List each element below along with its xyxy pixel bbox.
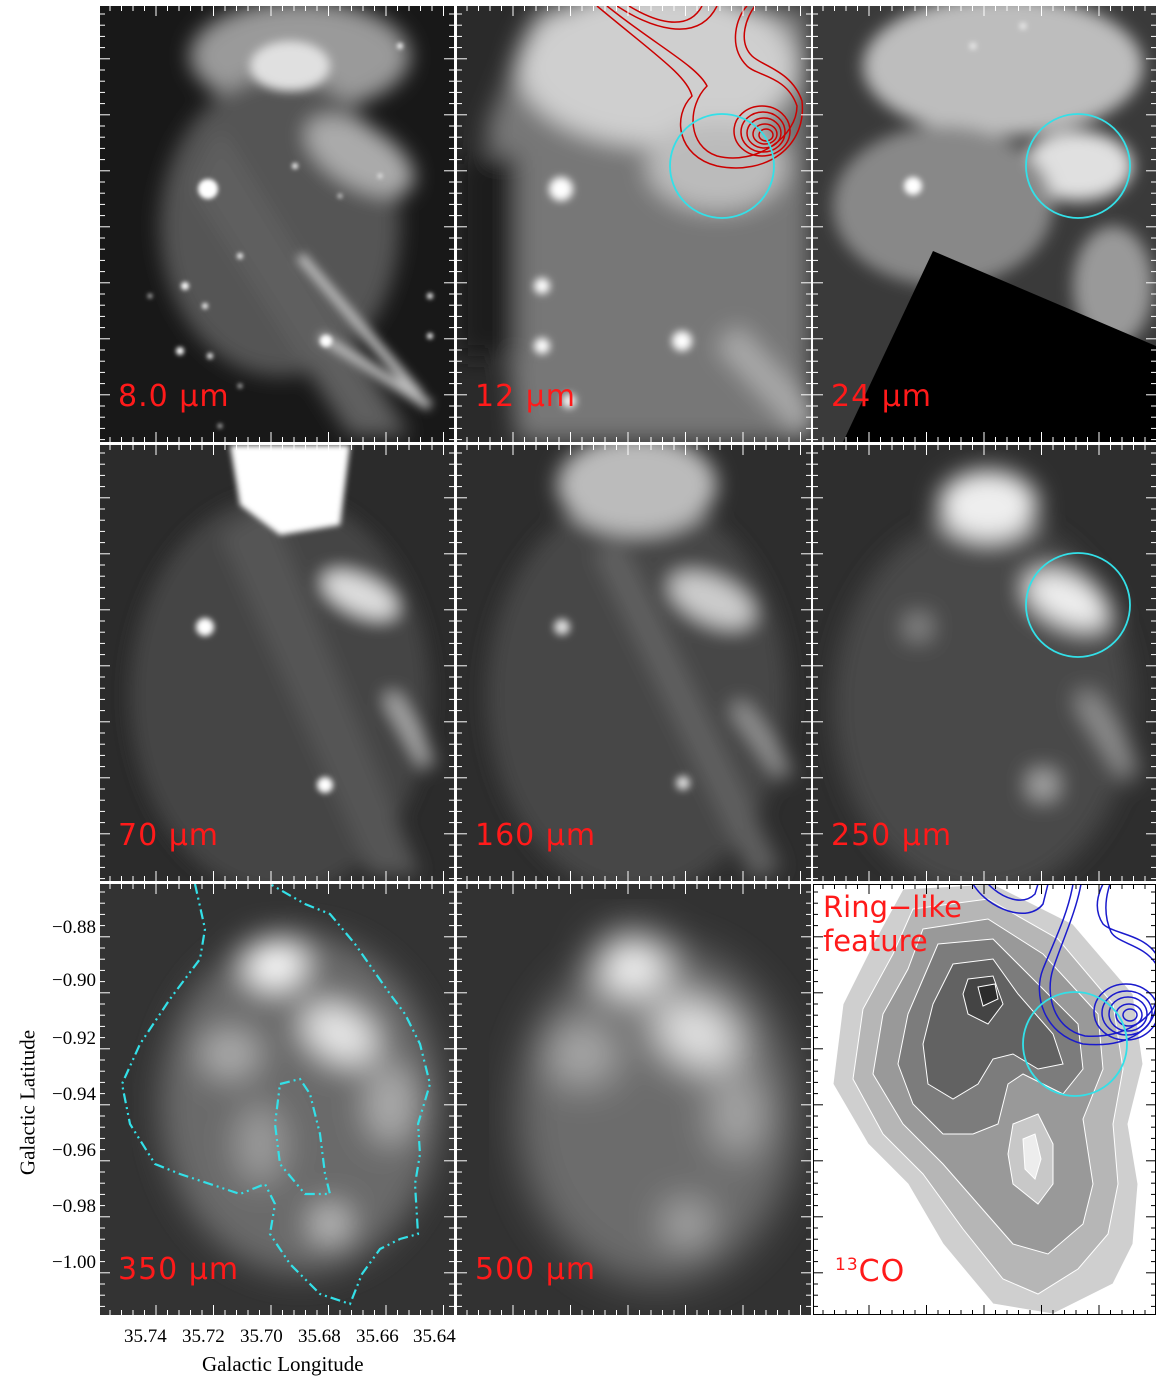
- y-tick-label: −0.90: [52, 970, 96, 991]
- panel-label-250um: 250 μm: [831, 818, 953, 853]
- panel-label-8um: 8.0 μm: [118, 379, 230, 414]
- panel-250um: 250 μm: [813, 445, 1156, 881]
- panel-label-12um: 12 μm: [475, 379, 577, 414]
- note-line-1: Ring−like: [823, 890, 963, 924]
- x-tick-label: 35.64: [413, 1326, 456, 1347]
- y-tick-label: −0.88: [52, 917, 96, 938]
- panel-70um: 70 μm: [100, 445, 454, 881]
- panel-label-70um: 70 μm: [118, 818, 220, 853]
- panel-label-500um: 500 μm: [475, 1252, 597, 1287]
- image-24um: [813, 6, 1156, 442]
- x-tick-label: 35.70: [240, 1326, 283, 1347]
- image-500um: [457, 884, 811, 1315]
- image-350um: [100, 884, 454, 1315]
- image-12um: [457, 6, 811, 442]
- red-contours: [596, 6, 804, 169]
- label-superscript: 13: [835, 1255, 859, 1275]
- label-main: CO: [858, 1254, 906, 1289]
- image-70um: [100, 445, 454, 881]
- image-8um: [100, 6, 454, 442]
- panel-8um: 8.0 μm: [100, 6, 454, 442]
- panel-24um: 24 μm: [813, 6, 1156, 442]
- panel-350um: 350 μm: [100, 884, 454, 1315]
- panel-12um: 12 μm: [457, 6, 811, 442]
- y-tick-label: −0.96: [52, 1140, 96, 1161]
- x-tick-label: 35.68: [298, 1326, 341, 1347]
- y-tick-label: −0.92: [52, 1028, 96, 1049]
- region-circle: [669, 113, 775, 219]
- image-250um: [813, 445, 1156, 881]
- y-tick-label: −0.98: [52, 1196, 96, 1217]
- x-tick-label: 35.72: [182, 1326, 225, 1347]
- note-line-2: feature: [823, 924, 928, 958]
- panel-label-160um: 160 μm: [475, 818, 597, 853]
- y-tick-label: −1.00: [52, 1252, 96, 1273]
- panel-160um: 160 μm: [457, 445, 811, 881]
- cyan-boundary-contour: [120, 884, 432, 1306]
- ring-like-feature-note: Ring−like feature: [823, 890, 962, 958]
- y-tick-label: −0.94: [52, 1084, 96, 1105]
- panel-label-13co: 13CO: [835, 1254, 905, 1289]
- region-circle: [1025, 113, 1131, 219]
- panel-label-350um: 350 μm: [118, 1252, 240, 1287]
- x-axis-title: Galactic Longitude: [202, 1352, 364, 1376]
- region-circle: [1025, 552, 1131, 658]
- image-160um: [457, 445, 811, 881]
- y-axis-title: Galactic Latitude: [15, 1029, 40, 1176]
- x-tick-label: 35.74: [124, 1326, 167, 1347]
- panel-500um: 500 μm: [457, 884, 811, 1315]
- panel-13co: Ring−like feature 13CO: [813, 884, 1156, 1315]
- panel-label-24um: 24 μm: [831, 379, 933, 414]
- x-tick-label: 35.66: [356, 1326, 399, 1347]
